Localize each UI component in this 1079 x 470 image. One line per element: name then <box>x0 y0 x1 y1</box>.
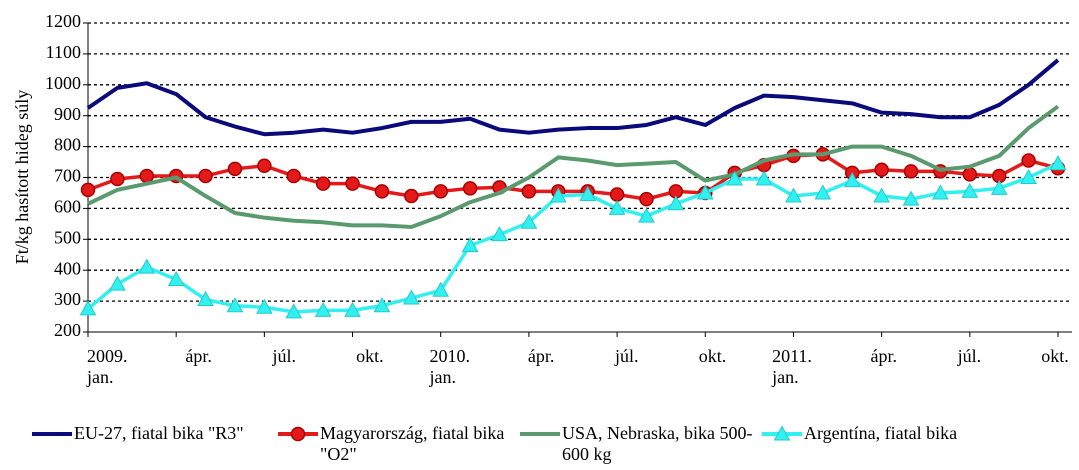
point-marker <box>286 168 302 184</box>
point-marker <box>198 168 213 184</box>
point-marker <box>109 275 126 291</box>
legend-label: EU-27, fiatal bika "R3" <box>74 423 244 443</box>
x-tick-label: okt. <box>698 346 727 366</box>
point-marker <box>285 303 303 319</box>
point-marker <box>80 182 96 198</box>
point-marker <box>785 187 802 203</box>
point-marker <box>1021 153 1036 168</box>
point-marker <box>549 187 567 203</box>
x-tick-label: ápr. <box>527 346 555 366</box>
y-tick-label: 300 <box>54 289 81 309</box>
point-marker <box>962 167 978 182</box>
point-marker <box>1020 168 1037 184</box>
x-tick-label: 2010. jan. <box>429 346 471 387</box>
point-marker <box>609 187 625 202</box>
point-marker <box>138 258 156 274</box>
legend-item: EU-27, fiatal bika "R3" <box>30 423 244 445</box>
point-marker <box>608 199 626 215</box>
point-marker <box>79 300 97 316</box>
legend-label: Argentína, fiatal bika <box>804 423 958 443</box>
series-line <box>87 104 1060 229</box>
y-tick-label: 200 <box>54 320 81 340</box>
point-marker <box>520 213 538 229</box>
x-tick-label: júl. <box>272 346 297 366</box>
x-tick-label: júl. <box>957 346 982 366</box>
point-marker <box>696 184 714 200</box>
point-marker <box>432 281 450 297</box>
legend-item: Argentína, fiatal bika <box>760 423 957 445</box>
point-marker <box>639 191 654 207</box>
y-tick-label: 1000 <box>45 73 81 93</box>
y-tick-label: 1200 <box>45 11 81 31</box>
point-marker <box>755 170 773 186</box>
series-line <box>86 162 1059 314</box>
point-marker <box>726 170 744 186</box>
legend-item: USA, Nebraska, bika 500-600 kg <box>518 423 762 465</box>
point-marker <box>903 164 919 179</box>
point-marker <box>814 184 832 200</box>
x-tick-label: okt. <box>1041 346 1069 366</box>
y-tick-label: 900 <box>54 104 81 124</box>
y-tick-label: 1100 <box>46 42 81 62</box>
point-marker <box>315 176 331 191</box>
y-tick-label: 600 <box>54 197 81 217</box>
series-line <box>86 58 1060 137</box>
point-marker <box>314 301 332 317</box>
point-marker <box>373 297 391 313</box>
y-tick-label: 400 <box>54 258 81 278</box>
x-tick-label: okt. <box>356 346 384 366</box>
point-marker <box>374 184 390 199</box>
series-line <box>87 152 1059 201</box>
point-marker <box>990 179 1008 195</box>
x-tick-label: 2011. jan. <box>772 346 812 387</box>
legend-marker <box>773 425 791 441</box>
legend-swatch <box>762 425 802 441</box>
x-tick-label: ápr. <box>185 346 212 366</box>
x-tick-label: ápr. <box>870 346 897 366</box>
point-marker <box>462 181 478 196</box>
point-marker <box>521 184 537 199</box>
point-marker <box>961 182 979 198</box>
point-marker <box>491 226 508 242</box>
point-marker <box>257 158 272 174</box>
point-marker <box>902 190 920 206</box>
point-marker <box>139 168 155 184</box>
plot: Ft/kg hasított hideg súly 200 300 400 500 60… <box>12 11 1072 340</box>
point-marker <box>873 187 890 203</box>
point-marker <box>197 291 214 307</box>
point-marker <box>226 297 244 313</box>
point-marker <box>110 171 125 187</box>
point-marker <box>433 184 448 199</box>
y-tick-label: 800 <box>54 135 81 155</box>
point-marker <box>345 176 360 191</box>
legend-label: USA, Nebraska, bika 500-600 kg <box>562 423 753 464</box>
point-marker <box>932 184 949 200</box>
x-tick-label: júl. <box>615 346 639 366</box>
point-marker <box>638 207 655 223</box>
legend-item: Magyarország, fiatal bika "O2" <box>276 423 530 465</box>
point-marker <box>227 161 243 177</box>
point-marker <box>1049 155 1067 171</box>
point-marker <box>402 289 420 305</box>
legend-label: Magyarország, fiatal bika "O2" <box>320 423 505 464</box>
point-marker <box>579 185 597 201</box>
point-marker <box>874 162 889 178</box>
x-tick-label: 2009. jan. <box>87 346 128 387</box>
y-axis-label: Ft/kg hasított hideg súly <box>12 90 32 265</box>
legend-swatch <box>32 432 72 436</box>
point-marker <box>843 172 861 188</box>
legend-marker <box>290 426 306 442</box>
legend-swatch <box>520 432 560 436</box>
y-tick-label: 700 <box>54 166 81 186</box>
point-marker <box>256 298 273 314</box>
legend-swatch <box>278 426 318 442</box>
point-marker <box>667 195 685 211</box>
point-marker <box>344 301 361 317</box>
point-marker <box>461 236 479 252</box>
point-marker <box>167 270 185 286</box>
y-tick-label: 500 <box>54 227 81 247</box>
point-marker <box>404 188 419 204</box>
